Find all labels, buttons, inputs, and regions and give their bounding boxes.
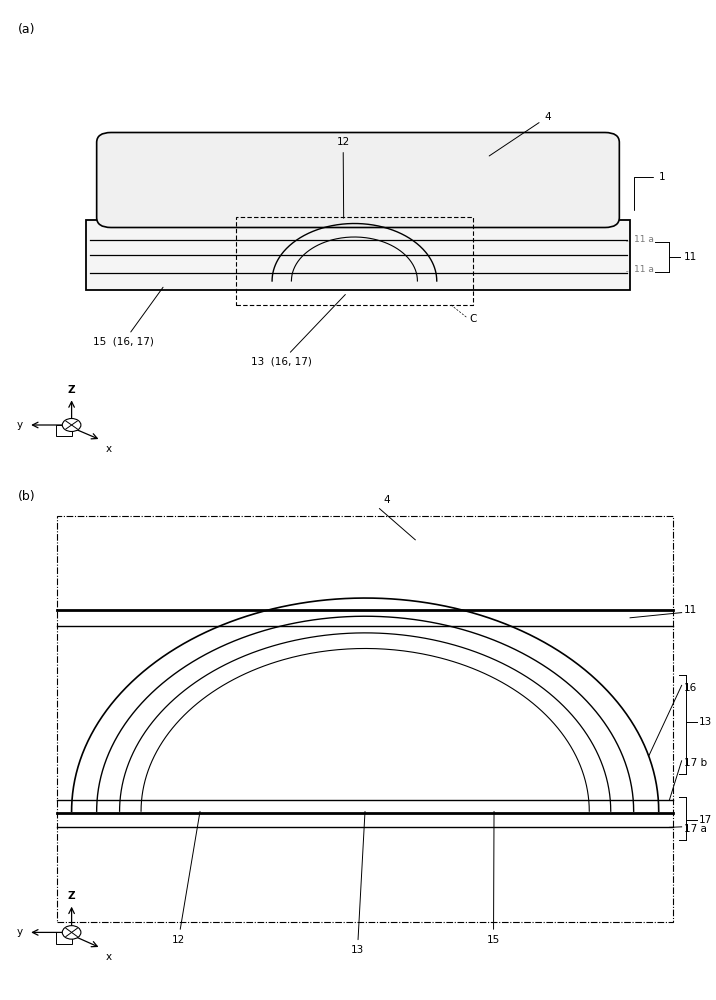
Circle shape xyxy=(62,926,81,939)
Text: 1: 1 xyxy=(634,172,665,210)
Bar xyxy=(236,218,473,305)
Text: x: x xyxy=(105,952,112,962)
Text: 17: 17 xyxy=(699,815,712,825)
Text: 12: 12 xyxy=(337,137,350,218)
Text: 4: 4 xyxy=(489,112,551,156)
Text: 13: 13 xyxy=(351,811,365,955)
Text: 13: 13 xyxy=(699,717,712,727)
Text: 16: 16 xyxy=(684,683,697,693)
Text: Z: Z xyxy=(68,385,75,395)
Text: 15: 15 xyxy=(487,811,500,945)
Text: y: y xyxy=(16,927,22,937)
Circle shape xyxy=(62,418,81,432)
Text: 15  (16, 17): 15 (16, 17) xyxy=(93,287,163,347)
Text: 11: 11 xyxy=(684,251,697,261)
FancyBboxPatch shape xyxy=(97,132,619,228)
Text: 11 a: 11 a xyxy=(626,234,654,243)
Text: (b): (b) xyxy=(18,490,36,503)
Text: 12: 12 xyxy=(172,811,200,945)
Bar xyxy=(107,142,609,220)
Text: 11: 11 xyxy=(684,605,697,615)
Text: C: C xyxy=(469,314,476,324)
Text: 17 b: 17 b xyxy=(684,758,707,768)
Text: 13  (16, 17): 13 (16, 17) xyxy=(251,295,345,367)
Bar xyxy=(57,516,673,922)
Bar xyxy=(86,220,630,290)
Text: 4: 4 xyxy=(383,495,390,505)
Text: x: x xyxy=(105,444,112,454)
Text: y: y xyxy=(16,420,22,430)
Bar xyxy=(56,932,72,944)
Text: (a): (a) xyxy=(18,22,35,35)
Text: 17 a: 17 a xyxy=(684,824,707,834)
Bar xyxy=(56,425,72,436)
Text: Z: Z xyxy=(68,891,75,901)
Text: 11 a: 11 a xyxy=(626,264,654,273)
